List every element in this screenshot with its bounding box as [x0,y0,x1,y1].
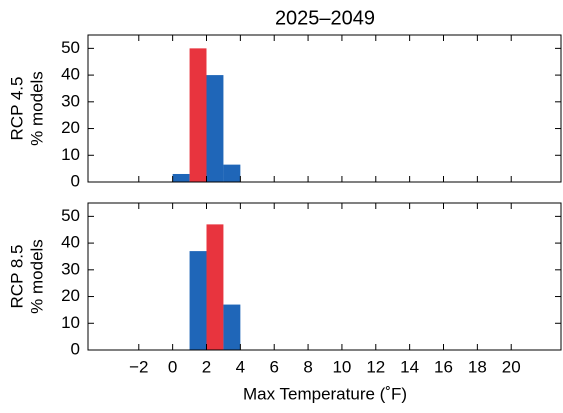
x-tick-label: 20 [502,357,521,376]
y-tick-label: 0 [71,171,80,190]
bar [223,304,241,350]
y-tick-label: 40 [61,65,80,84]
y-axis-label: % models [27,239,46,314]
y-tick-label: 30 [61,91,80,110]
x-tick-label: 16 [434,357,453,376]
plot-frame [87,202,562,351]
x-tick-label: 14 [400,357,419,376]
bar [223,164,241,182]
bar [206,224,224,350]
y-tick-label: 50 [61,206,80,225]
y-tick-label: 20 [61,286,80,305]
bar [206,75,224,182]
x-tick-label: 6 [269,357,278,376]
y-tick-label: 50 [61,38,80,57]
x-axis-label: Max Temperature (˚F) [243,384,407,403]
y-axis-label: % models [27,71,46,146]
x-tick-label: −2 [129,357,148,376]
x-tick-label: 18 [468,357,487,376]
x-tick-label: 2 [202,357,211,376]
x-tick-label: 12 [366,357,385,376]
y-axis-label: RCP 8.5 [7,245,26,309]
chart-title: 2025–2049 [275,7,375,29]
y-tick-label: 20 [61,118,80,137]
bar [172,173,190,182]
y-axis-label: RCP 4.5 [7,77,26,141]
plot-frame [87,34,562,183]
x-tick-label: 10 [332,357,351,376]
bar [189,48,207,183]
y-tick-label: 40 [61,233,80,252]
x-tick-label: 4 [236,357,245,376]
y-tick-label: 10 [61,313,80,332]
y-tick-label: 10 [61,145,80,164]
bar [189,251,207,350]
y-tick-label: 30 [61,259,80,278]
x-tick-label: 8 [303,357,312,376]
y-tick-label: 0 [71,339,80,358]
x-tick-label: 0 [168,357,177,376]
